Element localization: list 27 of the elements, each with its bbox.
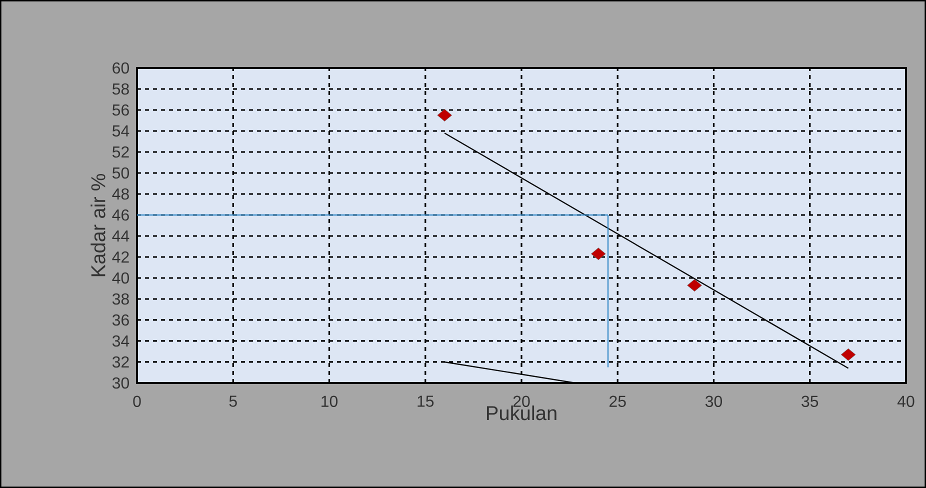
y-tick-label: 34 <box>112 335 130 347</box>
y-tick-label: 42 <box>112 251 129 263</box>
y-axis-title: Kadar air % <box>90 174 106 276</box>
x-axis-title: Pukulan <box>486 406 556 420</box>
x-tick-label: 20 <box>513 396 530 408</box>
y-tick-label: 52 <box>112 146 129 158</box>
y-tick-label: 54 <box>112 125 130 137</box>
x-tick-label: 5 <box>229 396 237 407</box>
x-tick-label: 35 <box>802 396 818 408</box>
x-tick-label: 25 <box>610 396 626 408</box>
y-tick-label: 46 <box>112 209 129 221</box>
y-tick-label: 30 <box>112 377 130 389</box>
y-tick-label: 56 <box>112 104 129 116</box>
x-tick-label: 40 <box>897 396 914 408</box>
y-tick-label: 58 <box>112 83 129 95</box>
y-tick-label: 36 <box>112 314 129 326</box>
x-tick-label: 10 <box>322 396 338 408</box>
y-tick-label: 50 <box>112 167 130 179</box>
x-tick-label: 30 <box>705 396 722 408</box>
y-tick-label: 44 <box>112 230 130 242</box>
x-tick-label: 15 <box>418 396 434 407</box>
y-tick-label: 48 <box>112 188 129 200</box>
y-tick-label: 40 <box>112 272 130 284</box>
x-tick-label: 0 <box>133 396 141 408</box>
y-tick-label: 38 <box>112 293 129 305</box>
y-tick-label: 60 <box>112 62 130 74</box>
y-tick-label: 32 <box>112 356 129 368</box>
